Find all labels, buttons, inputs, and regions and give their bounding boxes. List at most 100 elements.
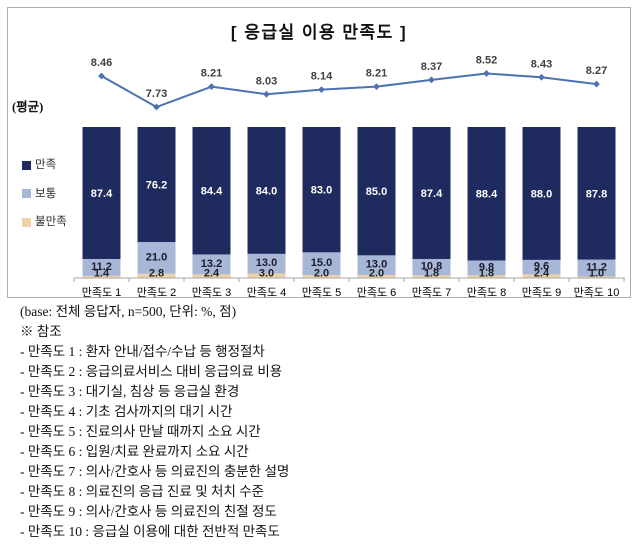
bar-label-neutral: 13.0 [366, 259, 387, 271]
bar-label-dissatisfied: 1.0 [589, 268, 604, 280]
bar-label-dissatisfied: 2.8 [149, 268, 164, 280]
bar-label-dissatisfied: 2.0 [369, 268, 384, 280]
legend-label: 만족 [35, 159, 57, 171]
average-line-marker [373, 83, 380, 91]
average-line-marker [483, 70, 490, 77]
legend-swatch-icon [22, 160, 31, 170]
average-line-label: 8.43 [531, 58, 552, 70]
bar-segment-보통-10 [577, 259, 616, 277]
reference-item: - 만족도 3 : 대기실, 침상 등 응급실 환경 [20, 384, 240, 399]
reference-item: - 만족도 1 : 환자 안내/접수/수납 등 행정절차 [20, 344, 265, 359]
chart-plot: 87.411.21.476.221.02.884.413.22.484.013.… [73, 54, 625, 299]
average-line-label: 7.73 [146, 88, 167, 100]
average-line-marker [208, 83, 215, 91]
average-line-label: 8.21 [201, 68, 222, 80]
bar-label-neutral: 21.0 [146, 251, 167, 263]
y-axis-average-note: (평균) [12, 100, 44, 114]
average-line-label: 8.37 [421, 61, 442, 73]
bar-segment-만족-1 [82, 127, 121, 259]
reference-item: - 만족도 2 : 응급의료서비스 대비 응급의료 비용 [20, 364, 283, 379]
bar-segment-만족-10 [577, 127, 616, 260]
reference-item: - 만족도 6 : 입원/치료 완료까지 소요 시간 [20, 444, 249, 459]
x-axis-category-label: 만족도 5 [302, 286, 342, 299]
average-line-marker [318, 86, 325, 93]
bar-segment-보통-4 [247, 253, 286, 274]
average-line-marker [98, 72, 105, 80]
average-line-marker [428, 76, 435, 84]
bar-label-neutral: 11.2 [91, 261, 112, 273]
average-line-marker [593, 80, 600, 88]
legend-swatch-icon [22, 217, 31, 227]
legend-item-2: 보통 [22, 188, 92, 200]
average-line-label: 8.21 [366, 68, 387, 80]
average-line-marker [538, 73, 545, 81]
bar-segment-만족-7 [412, 127, 451, 259]
bar-segment-보통-1 [82, 258, 121, 276]
bar-segment-보통-6 [357, 255, 396, 275]
bar-segment-만족-5 [302, 127, 341, 253]
reference-item: - 만족도 10 : 응급실 이용에 대한 전반적 만족도 [20, 524, 280, 539]
bar-segment-불만족-5 [302, 274, 341, 278]
bar-segment-불만족-3 [192, 274, 231, 278]
average-line-label: 8.27 [586, 65, 607, 77]
reference-item: - 만족도 8 : 의료진의 응급 진료 및 처치 수준 [20, 484, 265, 499]
reference-list: - 만족도 1 : 환자 안내/접수/수납 등 행정절차 - 만족도 2 : 응급… [20, 342, 626, 542]
bar-segment-보통-3 [192, 254, 231, 275]
average-line-marker [153, 103, 160, 111]
bar-segment-불만족-4 [247, 273, 286, 278]
notes-block: (base: 전체 응답자, n=500, 단위: %, 점) ※ 참조 - 만… [20, 302, 626, 542]
bar-label-dissatisfied: 1.8 [424, 268, 439, 280]
bar-segment-불만족-9 [522, 274, 561, 278]
legend-swatch-icon [22, 189, 31, 198]
bar-segment-만족-6 [357, 127, 396, 256]
reference-item: - 만족도 7 : 의사/간호사 등 의료진의 충분한 설명 [20, 464, 290, 479]
x-axis-category-label: 만족도 8 [467, 286, 507, 299]
reference-item: - 만족도 9 : 의사/간호사 등 의료진의 친절 정도 [20, 504, 277, 519]
bar-segment-보통-8 [467, 260, 506, 276]
bar-segment-보통-7 [412, 258, 451, 276]
bar-label-satisfied: 76.2 [146, 180, 167, 192]
chart-title: [ 응급실 이용 만족도 ] [230, 23, 408, 42]
bar-label-satisfied: 88.0 [531, 188, 552, 200]
average-line-label: 8.46 [91, 57, 112, 69]
bar-label-neutral: 11.2 [586, 262, 607, 274]
bar-label-satisfied: 85.0 [366, 186, 387, 198]
bar-label-dissatisfied: 2.0 [314, 268, 329, 280]
bar-label-neutral: 9.6 [534, 261, 549, 273]
bar-segment-보통-5 [302, 252, 341, 275]
bar-segment-만족-8 [467, 127, 506, 261]
bar-label-neutral: 10.8 [421, 261, 442, 273]
bar-label-satisfied: 87.8 [586, 188, 607, 200]
bar-segment-불만족-1 [82, 275, 121, 278]
legend-item-1: 만족 [22, 159, 92, 171]
bar-label-dissatisfied: 1.4 [94, 268, 110, 280]
average-line-marker [263, 90, 270, 98]
reference-item: - 만족도 5 : 진료의사 만날 때까지 소요 시간 [20, 424, 261, 439]
average-line-label: 8.03 [256, 75, 277, 87]
bar-label-dissatisfied: 2.4 [204, 268, 220, 280]
bar-segment-보통-9 [522, 259, 561, 275]
bar-segment-만족-3 [192, 127, 231, 255]
bar-segment-불만족-7 [412, 275, 451, 278]
x-axis-category-label: 만족도 3 [192, 286, 232, 299]
chart-panel: [ 응급실 이용 만족도 ] (평균) 87.4 11.2 1.4 76.2 21.0 2… [7, 7, 631, 299]
bar-label-dissatisfied: 1.8 [479, 268, 494, 280]
base-note: (base: 전체 응답자, n=500, 단위: %, 점) [20, 304, 237, 319]
x-axis-category-label: 만족도 9 [522, 286, 562, 299]
bar-label-satisfied: 84.0 [256, 185, 277, 197]
bar-label-satisfied: 83.0 [311, 185, 332, 197]
average-line [101, 72, 597, 109]
bar-segment-불만족-6 [357, 274, 396, 278]
reference-header: ※ 참조 [20, 324, 62, 339]
bar-segment-불만족-2 [137, 273, 176, 278]
bar-label-satisfied: 88.4 [476, 189, 498, 201]
x-axis-category-label: 만족도 10 [574, 286, 620, 299]
reference-item: - 만족도 4 : 기초 검사까지의 대기 시간 [20, 404, 233, 419]
legend-label: 불만족 [35, 216, 67, 228]
bar-label-dissatisfied: 3.0 [259, 268, 274, 280]
x-axis-category-label: 만족도 7 [412, 286, 452, 299]
x-axis-category-label: 만족도 4 [247, 286, 287, 299]
x-axis-category-label: 만족도 2 [137, 286, 177, 299]
